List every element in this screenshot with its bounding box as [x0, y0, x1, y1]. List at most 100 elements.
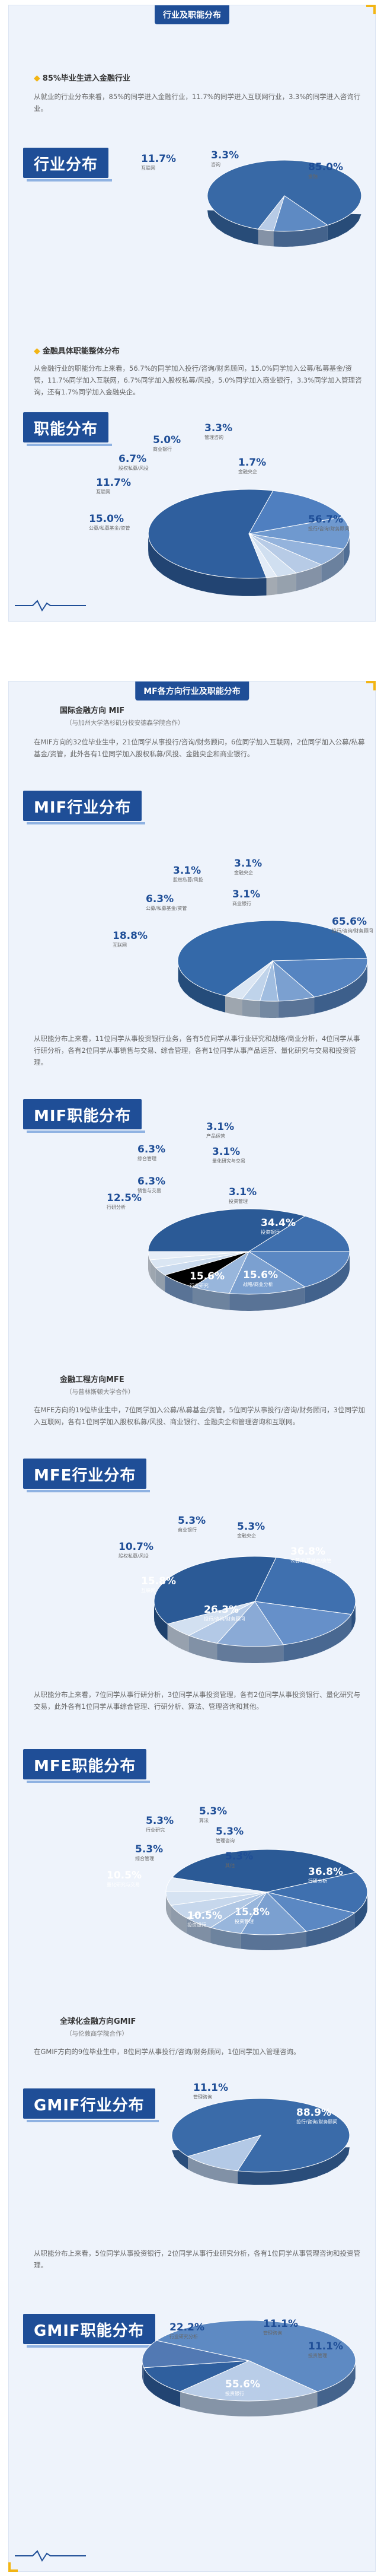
slice-percent: 6.3%: [146, 893, 174, 905]
slice-label: 15.6% 行业研究: [190, 1271, 225, 1289]
slice-label: 88.9% 投行/咨询/财务顾问: [296, 2107, 337, 2125]
slice-percent: 88.9%: [296, 2107, 331, 2119]
slice-label: 10.5% 投资银行: [187, 1910, 222, 1928]
slice-label: 34.4% 投资银行: [261, 1217, 296, 1236]
slice-percent: 5.3%: [237, 1521, 265, 1533]
slice-label: 55.6% 投资银行: [225, 2378, 260, 2397]
slice-category: 管理咨询: [193, 2094, 212, 2100]
gmif-function-tag: GMIF职能分布: [23, 2314, 159, 2348]
slice-category: 行研分析: [308, 1878, 327, 1884]
slice-label: 36.8% 公募/私募基金/资管: [290, 1546, 331, 1564]
slice-percent: 3.1%: [232, 889, 261, 900]
slice-label: 5.3% 管理咨询: [216, 1826, 244, 1844]
slice-category: 管理咨询: [263, 2330, 282, 2336]
slice-percent: 10.7%: [119, 1541, 153, 1553]
slice-label: 18.8% 互联网: [113, 930, 148, 948]
mfe-title: 金融工程方向MFE: [60, 1375, 124, 1384]
slice-percent: 5.3%: [225, 1851, 254, 1862]
slice-label: 5.3% 商业银行: [178, 1515, 206, 1533]
mf-direction-panel: MF各方向行业及职能分布 国际金融方向 MIF （与加州大学洛杉矶分校安德森学院…: [8, 681, 376, 2572]
slice-category: 产品运营: [206, 1133, 225, 1139]
slice-percent: 3.1%: [212, 1146, 241, 1158]
slice-category: 商业银行: [232, 901, 251, 906]
slice-label: 10.7% 股权私募/风投: [119, 1541, 153, 1559]
slice-category: 投行/咨询/财务顾问: [332, 928, 373, 934]
function-paragraph: 从金融行业的职能分布上来看，56.7%的同学加入投行/咨询/财务顾问，15.0%…: [34, 364, 362, 397]
slice-category: 咨询: [211, 162, 220, 167]
mif-subtitle: （与加州大学洛杉矶分校安德森学院合作）: [66, 719, 184, 727]
slice-percent: 15.0%: [89, 513, 124, 525]
slice-label: 6.3% 销售与交易: [137, 1176, 165, 1194]
slice-percent: 6.3%: [137, 1176, 166, 1187]
function-tag: 职能分布: [23, 412, 113, 446]
slice-category: 投资银行: [225, 2391, 244, 2396]
slice-category: 金融央企: [234, 870, 253, 875]
mif-title: 国际金融方向 MIF: [60, 706, 125, 715]
slice-percent: 5.0%: [153, 434, 181, 446]
slice-label: 5.3% 金融央企: [237, 1521, 265, 1539]
slice-percent: 3.1%: [229, 1186, 257, 1198]
slice-category: 投资管理: [229, 1199, 248, 1204]
slice-label: 11.7% 互联网: [96, 477, 131, 495]
slice-category: 投资银行: [187, 1922, 206, 1928]
slice-label: 11.1% 投资管理: [308, 2341, 343, 2359]
slice-label: 3.3% 咨询: [211, 149, 239, 168]
slice-category: 其他: [225, 1863, 235, 1868]
corner-decoration: [366, 681, 376, 690]
slice-label: 12.5% 行研分析: [107, 1192, 142, 1211]
slice-category: 投资管理: [235, 1919, 254, 1924]
slice-category: 互联网: [96, 489, 110, 495]
slice-percent: 6.3%: [137, 1144, 166, 1155]
mfe-industry-paragraph: 在MFE方向的19位毕业生中，7位同学加入公募/私募基金/资管，5位同学从事投行…: [34, 1406, 365, 1426]
slice-category: 股权私募/风投: [173, 877, 203, 883]
slice-label: 85.0% 金融: [308, 161, 343, 180]
slice-label: 36.8% 行研分析: [308, 1866, 343, 1884]
slice-category: 行业研究分析: [169, 2334, 198, 2339]
slice-category: 行业研究: [146, 1827, 165, 1833]
slice-percent: 11.1%: [193, 2082, 228, 2094]
slice-percent: 5.3%: [216, 1826, 244, 1838]
slice-label: 65.6% 投行/咨询/财务顾问: [332, 916, 373, 934]
slice-label: 3.1% 股权私募/风投: [173, 865, 203, 883]
slice-category: 股权私募/风投: [119, 466, 149, 471]
slice-label: 6.7% 股权私募/风投: [119, 453, 149, 472]
slice-percent: 36.8%: [290, 1546, 325, 1558]
slice-category: 投资银行: [261, 1230, 280, 1235]
slice-percent: 5.3%: [199, 1806, 228, 1817]
slice-label: 22.2% 行业研究分析: [169, 2322, 204, 2340]
slice-label: 15.6% 战略/商业分析: [243, 1269, 278, 1288]
slice-label: 11.1% 管理咨询: [263, 2318, 298, 2336]
slice-label: 3.1% 产品运营: [206, 1121, 234, 1139]
slice-category: 算法: [199, 1818, 209, 1823]
heartbeat-line-decoration: [15, 600, 86, 612]
gmif-industry-tag: GMIF行业分布: [23, 2088, 159, 2122]
slice-percent: 3.1%: [173, 865, 201, 877]
gmif-function-paragraph: 从职能分布上来看，5位同学从事投资银行，2位同学从事行业研究分析，各有1位同学从…: [34, 2249, 360, 2270]
slice-category: 商业银行: [178, 1527, 197, 1533]
mfe-industry-tag: MFE行业分布: [23, 1459, 151, 1492]
slice-category: 金融央企: [238, 469, 257, 475]
diamond-icon: ◆: [34, 74, 40, 83]
slice-label: 15.8% 投资管理: [235, 1906, 270, 1925]
slice-label: 11.1% 管理咨询: [193, 2082, 228, 2100]
slice-category: 管理咨询: [216, 1838, 235, 1843]
slice-category: 金融: [308, 174, 318, 179]
slice-label: 5.3% 综合管理: [135, 1843, 163, 1862]
slice-label: 3.3% 管理咨询: [204, 422, 232, 441]
slice-label: 15.8% 互联网: [141, 1575, 176, 1594]
mfe-subtitle: （与普林斯顿大学合作）: [66, 1389, 135, 1396]
slice-percent: 3.1%: [234, 858, 263, 870]
slice-category: 商业银行: [153, 447, 172, 452]
mfe-function-tag: MFE职能分布: [23, 1749, 151, 1783]
slice-category: 投资管理: [308, 2353, 327, 2358]
slice-percent: 5.3%: [135, 1843, 164, 1855]
slice-category: 互联网: [113, 942, 127, 948]
slice-label: 6.3% 综合管理: [137, 1144, 165, 1162]
section-ribbon: 行业及职能分布: [155, 5, 229, 24]
slice-percent: 15.8%: [235, 1906, 270, 1918]
gmif-industry-paragraph: 在GMIF方向的9位毕业生中，8位同学从事投行/咨询/财务顾问，1位同学加入管理…: [34, 2048, 300, 2056]
slice-percent: 5.3%: [178, 1515, 206, 1527]
gmif-title: 全球化金融方向GMIF: [60, 2017, 136, 2026]
slice-percent: 18.8%: [113, 930, 148, 942]
slice-category: 行业研究: [190, 1283, 209, 1288]
